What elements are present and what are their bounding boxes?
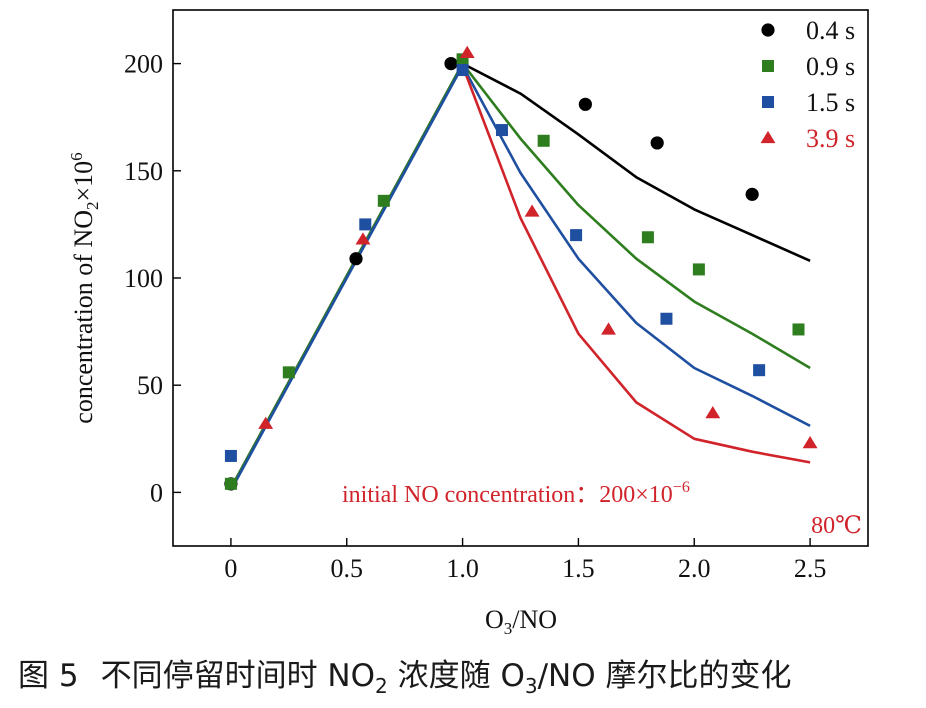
- data-point: [524, 204, 540, 217]
- data-point: [650, 136, 664, 150]
- y-tick-label: 50: [137, 371, 163, 400]
- data-point: [355, 232, 371, 245]
- data-point: [224, 477, 237, 490]
- x-tick-label: 2.0: [678, 554, 711, 583]
- data-point: [258, 416, 274, 429]
- legend-label: 0.9 s: [806, 52, 855, 81]
- legend-label: 0.4 s: [806, 16, 855, 45]
- series-line: [229, 62, 811, 489]
- temperature-label: 80℃: [811, 513, 862, 539]
- data-point: [760, 130, 776, 144]
- data-point: [282, 366, 295, 379]
- legend-label: 3.9 s: [806, 124, 855, 153]
- x-tick-label: 0: [224, 554, 237, 583]
- data-point: [692, 263, 705, 276]
- data-point: [444, 57, 458, 71]
- data-point: [456, 64, 469, 77]
- data-point: [578, 97, 592, 111]
- x-tick-label: 1.0: [446, 554, 479, 583]
- caption-sub-1: 2: [375, 674, 388, 699]
- y-axis-label: concentration of NO2×106: [67, 152, 102, 423]
- data-point: [359, 218, 372, 231]
- data-point: [456, 53, 469, 66]
- data-point: [224, 449, 237, 462]
- caption-text-3: /NO 摩尔比的变化: [537, 658, 792, 694]
- series-line: [229, 64, 811, 491]
- series-line: [461, 65, 811, 464]
- x-axis-label: O3/NO: [485, 605, 557, 638]
- data-point: [761, 23, 775, 37]
- x-tick-label: 2.5: [794, 554, 827, 583]
- data-point: [495, 124, 508, 137]
- y-tick-label: 150: [124, 157, 163, 186]
- series-line: [229, 62, 811, 489]
- caption-text-1: 不同停留时间时 NO: [100, 658, 376, 694]
- figure-caption: 图 5 不同停留时间时 NO2 浓度随 O3/NO 摩尔比的变化: [18, 650, 792, 698]
- data-point: [537, 134, 550, 147]
- data-point: [641, 231, 654, 244]
- data-point: [753, 364, 766, 377]
- annotation: initial NO concentration：200×10−6: [342, 479, 690, 508]
- caption-text-2: 浓度随 O: [387, 658, 525, 694]
- x-tick-label: 1.5: [562, 554, 595, 583]
- y-tick-label: 100: [124, 264, 163, 293]
- data-point: [349, 252, 363, 266]
- y-tick-label: 0: [150, 478, 163, 507]
- x-tick-label: 0.5: [331, 554, 364, 583]
- data-point: [745, 187, 759, 201]
- data-point: [705, 406, 721, 419]
- y-tick-label: 200: [124, 50, 163, 79]
- data-point: [762, 96, 774, 108]
- legend-label: 1.5 s: [806, 88, 855, 117]
- chart: 0 0.5 1.0 1.5 2.0 2.5 0 50 100 150 200 0.4 s 0.9 s 1…: [67, 9, 869, 638]
- plot-frame: [172, 9, 869, 547]
- data-point: [377, 194, 390, 207]
- data-point: [459, 45, 475, 59]
- data-point: [660, 312, 673, 325]
- data-point: [792, 323, 805, 336]
- data-point: [601, 322, 616, 335]
- data-point: [762, 60, 774, 72]
- data-point: [802, 436, 818, 449]
- data-point: [570, 229, 583, 242]
- caption-sub-2: 3: [524, 674, 538, 699]
- figure-number: 图 5: [18, 658, 79, 694]
